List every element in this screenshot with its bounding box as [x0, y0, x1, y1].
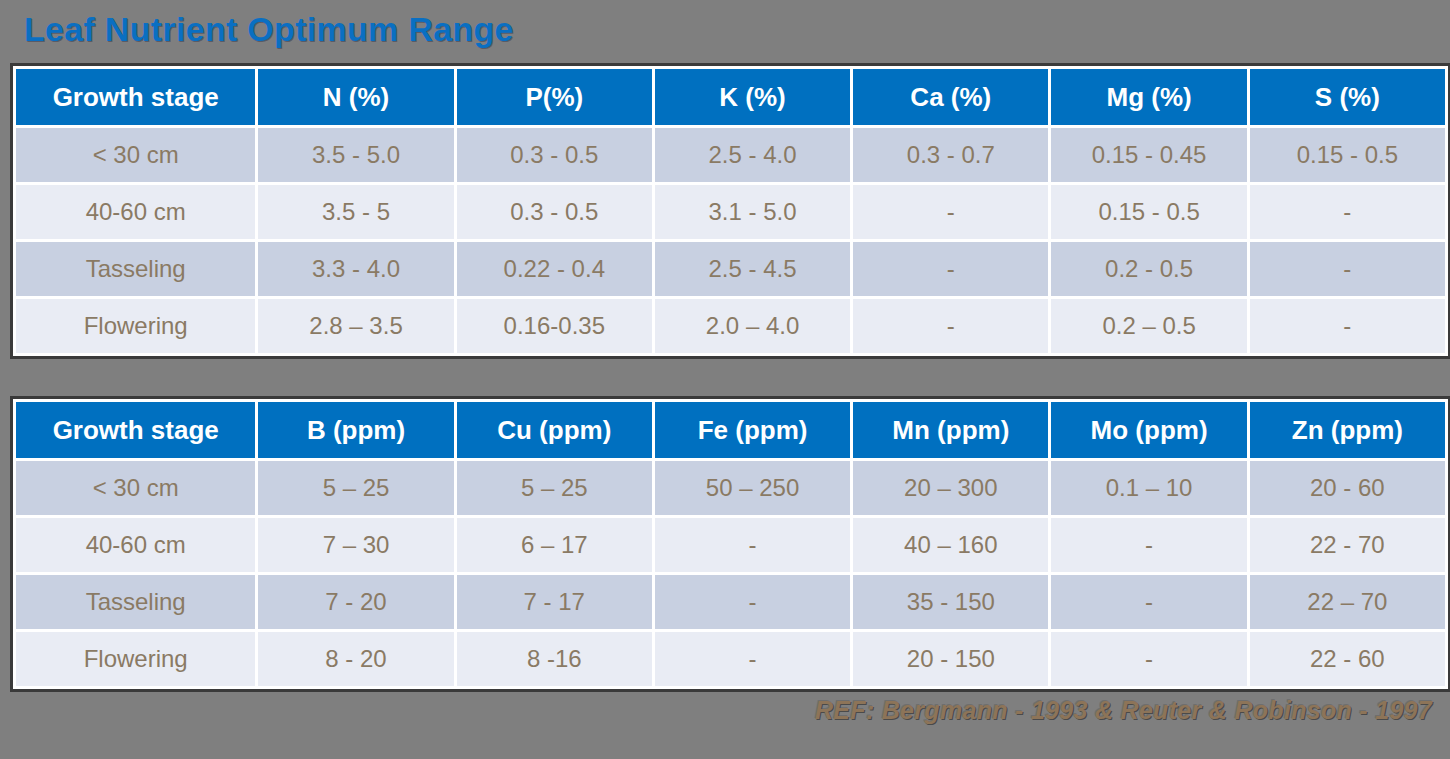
value-cell: 20 - 150 — [853, 632, 1048, 686]
growth-stage-cell: Flowering — [16, 632, 255, 686]
growth-stage-cell: Tasseling — [16, 242, 255, 296]
value-cell: 35 - 150 — [853, 575, 1048, 629]
column-header: Growth stage — [16, 69, 255, 125]
table-row: Flowering8 - 208 -16-20 - 150-22 - 60 — [16, 632, 1445, 686]
value-cell: - — [655, 632, 850, 686]
value-cell: 20 – 300 — [853, 461, 1048, 515]
value-cell: 5 – 25 — [457, 461, 652, 515]
growth-stage-cell: < 30 cm — [16, 128, 255, 182]
value-cell: 0.2 – 0.5 — [1051, 299, 1246, 353]
table-row: 40-60 cm3.5 - 50.3 - 0.53.1 - 5.0-0.15 -… — [16, 185, 1445, 239]
growth-stage-cell: 40-60 cm — [16, 185, 255, 239]
table-row: < 30 cm5 – 255 – 2550 – 25020 – 3000.1 –… — [16, 461, 1445, 515]
page-title: Leaf Nutrient Optimum Range — [0, 0, 1450, 63]
column-header: P(%) — [457, 69, 652, 125]
value-cell: - — [853, 185, 1048, 239]
micronutrient-table-wrapper: Growth stageB (ppm)Cu (ppm)Fe (ppm)Mn (p… — [10, 396, 1450, 692]
value-cell: 2.5 - 4.5 — [655, 242, 850, 296]
value-cell: 0.1 – 10 — [1051, 461, 1246, 515]
value-cell: 0.22 - 0.4 — [457, 242, 652, 296]
column-header: Cu (ppm) — [457, 402, 652, 458]
value-cell: 7 - 17 — [457, 575, 652, 629]
value-cell: 3.1 - 5.0 — [655, 185, 850, 239]
value-cell: 8 -16 — [457, 632, 652, 686]
value-cell: 5 – 25 — [258, 461, 453, 515]
value-cell: 22 - 60 — [1250, 632, 1445, 686]
value-cell: 6 – 17 — [457, 518, 652, 572]
value-cell: 7 – 30 — [258, 518, 453, 572]
value-cell: 22 - 70 — [1250, 518, 1445, 572]
value-cell: 22 – 70 — [1250, 575, 1445, 629]
value-cell: - — [1051, 575, 1246, 629]
macronutrient-table-wrapper: Growth stageN (%)P(%)K (%)Ca (%)Mg (%)S … — [10, 63, 1450, 359]
growth-stage-cell: 40-60 cm — [16, 518, 255, 572]
table-row: Tasseling7 - 207 - 17-35 - 150-22 – 70 — [16, 575, 1445, 629]
value-cell: 8 - 20 — [258, 632, 453, 686]
header-row: Growth stageB (ppm)Cu (ppm)Fe (ppm)Mn (p… — [16, 402, 1445, 458]
value-cell: 3.5 - 5.0 — [258, 128, 453, 182]
table-row: 40-60 cm7 – 306 – 17-40 – 160-22 - 70 — [16, 518, 1445, 572]
value-cell: 50 – 250 — [655, 461, 850, 515]
column-header: Fe (ppm) — [655, 402, 850, 458]
value-cell: 0.15 - 0.45 — [1051, 128, 1246, 182]
value-cell: 0.3 - 0.7 — [853, 128, 1048, 182]
value-cell: 40 – 160 — [853, 518, 1048, 572]
value-cell: 0.15 - 0.5 — [1051, 185, 1246, 239]
column-header: K (%) — [655, 69, 850, 125]
value-cell: 0.3 - 0.5 — [457, 185, 652, 239]
value-cell: 2.5 - 4.0 — [655, 128, 850, 182]
table-row: Tasseling3.3 - 4.00.22 - 0.42.5 - 4.5-0.… — [16, 242, 1445, 296]
value-cell: 3.5 - 5 — [258, 185, 453, 239]
growth-stage-cell: Tasseling — [16, 575, 255, 629]
table-row: < 30 cm3.5 - 5.00.3 - 0.52.5 - 4.00.3 - … — [16, 128, 1445, 182]
value-cell: - — [1051, 518, 1246, 572]
column-header: Mg (%) — [1051, 69, 1246, 125]
column-header: Ca (%) — [853, 69, 1048, 125]
value-cell: - — [853, 242, 1048, 296]
value-cell: 2.8 – 3.5 — [258, 299, 453, 353]
table-gap-spacer — [0, 359, 1450, 396]
reference-citation: REF: Bergmann - 1993 & Reuter & Robinson… — [0, 696, 1450, 725]
value-cell: 0.16-0.35 — [457, 299, 652, 353]
value-cell: 7 - 20 — [258, 575, 453, 629]
value-cell: 0.3 - 0.5 — [457, 128, 652, 182]
macronutrient-table: Growth stageN (%)P(%)K (%)Ca (%)Mg (%)S … — [13, 66, 1448, 356]
growth-stage-cell: Flowering — [16, 299, 255, 353]
value-cell: - — [1250, 242, 1445, 296]
value-cell: - — [1250, 299, 1445, 353]
value-cell: - — [655, 518, 850, 572]
value-cell: - — [655, 575, 850, 629]
column-header: N (%) — [258, 69, 453, 125]
table-row: Flowering2.8 – 3.50.16-0.352.0 – 4.0-0.2… — [16, 299, 1445, 353]
column-header: S (%) — [1250, 69, 1445, 125]
slide: Leaf Nutrient Optimum Range Growth stage… — [0, 0, 1450, 725]
column-header: Growth stage — [16, 402, 255, 458]
value-cell: 0.15 - 0.5 — [1250, 128, 1445, 182]
micronutrient-table: Growth stageB (ppm)Cu (ppm)Fe (ppm)Mn (p… — [13, 399, 1448, 689]
header-row: Growth stageN (%)P(%)K (%)Ca (%)Mg (%)S … — [16, 69, 1445, 125]
column-header: B (ppm) — [258, 402, 453, 458]
value-cell: 2.0 – 4.0 — [655, 299, 850, 353]
value-cell: 0.2 - 0.5 — [1051, 242, 1246, 296]
value-cell: - — [1250, 185, 1445, 239]
value-cell: 20 - 60 — [1250, 461, 1445, 515]
column-header: Mo (ppm) — [1051, 402, 1246, 458]
growth-stage-cell: < 30 cm — [16, 461, 255, 515]
column-header: Zn (ppm) — [1250, 402, 1445, 458]
value-cell: - — [853, 299, 1048, 353]
column-header: Mn (ppm) — [853, 402, 1048, 458]
value-cell: - — [1051, 632, 1246, 686]
value-cell: 3.3 - 4.0 — [258, 242, 453, 296]
